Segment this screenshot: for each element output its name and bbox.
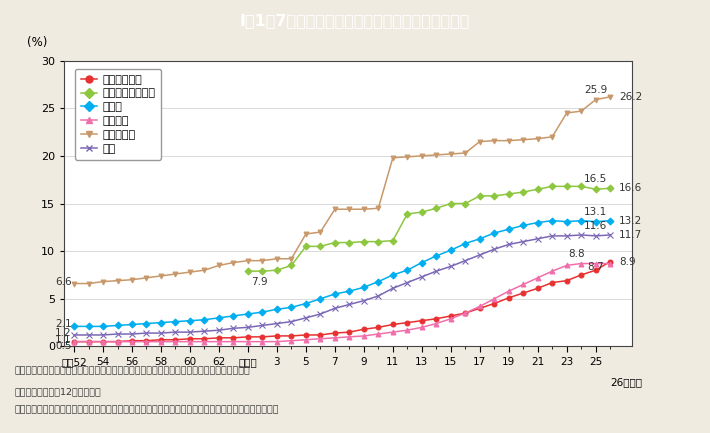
Text: 0.5: 0.5 bbox=[55, 341, 72, 351]
Legend: 都道府県議会, 政令指定都市議会, 市議会, 町村議会, 特別区議会, 合計: 都道府県議会, 政令指定都市議会, 市議会, 町村議会, 特別区議会, 合計 bbox=[75, 69, 161, 160]
Text: 26（年）: 26（年） bbox=[610, 377, 642, 387]
Text: （備考）１．総務省「地方公共団体の議会の議員及び長の所属党派別人員調等」より作成。: （備考）１．総務省「地方公共団体の議会の議員及び長の所属党派別人員調等」より作成… bbox=[14, 366, 250, 375]
Text: 8.7: 8.7 bbox=[587, 262, 604, 272]
Text: 8.8: 8.8 bbox=[569, 249, 585, 259]
Text: 1.2: 1.2 bbox=[55, 328, 72, 338]
Text: 25.9: 25.9 bbox=[584, 85, 607, 95]
Text: 7.9: 7.9 bbox=[251, 277, 268, 287]
Text: 6.6: 6.6 bbox=[55, 277, 72, 287]
Text: 13.2: 13.2 bbox=[619, 216, 642, 226]
Text: I－1－7図　地方議会における女性議員割合の推移: I－1－7図 地方議会における女性議員割合の推移 bbox=[240, 13, 470, 28]
Text: (%): (%) bbox=[27, 36, 48, 49]
Text: 26.2: 26.2 bbox=[619, 92, 642, 102]
Text: 11.6: 11.6 bbox=[584, 221, 607, 231]
Text: 16.6: 16.6 bbox=[619, 183, 642, 193]
Text: 8.9: 8.9 bbox=[619, 257, 635, 267]
Text: 13.1: 13.1 bbox=[584, 207, 607, 217]
Text: ２．各年12月末現在。: ２．各年12月末現在。 bbox=[14, 388, 101, 397]
Text: 16.5: 16.5 bbox=[584, 174, 607, 184]
Text: 11.7: 11.7 bbox=[619, 230, 642, 240]
Text: 2.1: 2.1 bbox=[55, 320, 72, 330]
Text: ３．市議会は政令指定都市議会を含む。なお，合計は都道府県議会及び市区町村議会の合計。: ３．市議会は政令指定都市議会を含む。なお，合計は都道府県議会及び市区町村議会の合… bbox=[14, 405, 279, 414]
Text: 1.1: 1.1 bbox=[55, 335, 72, 345]
